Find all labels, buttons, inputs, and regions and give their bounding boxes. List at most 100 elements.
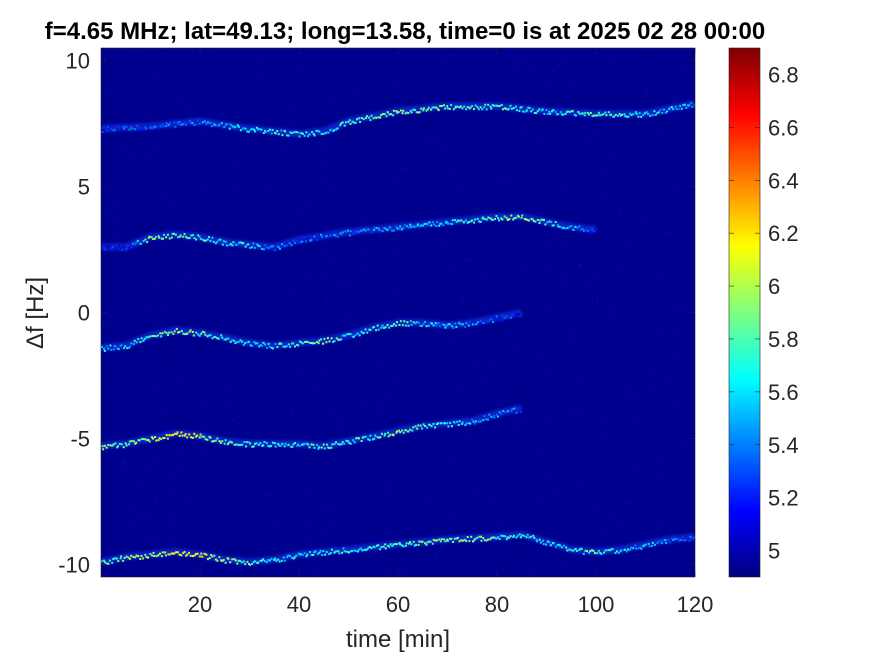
trace-point [550,220,553,223]
trace-point [247,441,250,444]
trace-point [644,112,647,115]
trace-point [195,238,198,241]
trace-point [223,338,226,341]
trace-point [632,113,635,116]
trace-point [347,440,350,443]
trace-point [332,233,335,236]
trace-point [624,115,627,118]
trace-point [478,535,481,538]
trace-point [427,540,430,543]
trace-point [205,553,208,556]
trace-point [508,107,511,110]
trace-point [133,243,136,246]
trace-point [328,553,331,556]
trace-point [626,115,628,118]
trace-point [505,216,508,219]
trace-point [436,221,439,223]
trace-point [148,235,151,238]
trace-point [444,540,447,543]
trace-point [450,537,453,540]
trace-point [488,413,491,416]
trace-point [318,339,321,342]
trace-point [549,112,552,115]
trace-point [325,131,328,134]
trace-point [190,234,193,237]
trace-point [224,439,227,442]
trace-point [142,438,145,440]
trace-point [457,424,460,426]
trace-point [192,555,194,557]
trace-point [116,347,119,350]
trace-point [455,326,458,328]
trace-point [412,225,415,228]
trace-point [618,112,621,115]
trace-point [674,105,677,108]
trace-point [433,106,436,109]
trace-point [120,343,123,346]
trace-point [134,556,137,559]
trace-point [374,434,377,437]
trace-point [214,242,217,245]
trace-point [287,443,290,446]
trace-point [320,446,323,449]
y-axis-label: Δf [Hz] [22,277,49,349]
trace-point [612,547,614,550]
trace-point [276,346,279,349]
trace-point [456,105,459,108]
trace-point [225,244,228,247]
trace-point [329,552,332,555]
trace-point [292,342,295,345]
trace-point [204,333,207,336]
trace-point [231,125,234,128]
trace-point [693,103,695,106]
trace-point [349,442,352,445]
trace-point [340,122,342,125]
trace-point [421,224,424,227]
trace-point [127,346,130,349]
trace-point [375,544,378,547]
trace-point [551,224,554,227]
trace-point [194,435,197,438]
trace-point [376,436,379,439]
trace-point [180,330,183,333]
trace-point [135,341,138,344]
x-tick-label: 120 [677,592,714,617]
trace-point [145,556,148,559]
trace-point [322,236,325,239]
trace-point [359,121,362,123]
trace-point [578,225,581,228]
trace-point [335,128,338,131]
trace-point [597,111,600,114]
trace-point [162,437,165,440]
trace-point [291,445,294,448]
trace-point [140,438,143,441]
trace-point [219,238,222,241]
trace-point [498,411,501,414]
trace-point [515,313,518,316]
trace-point [195,553,198,555]
trace-point [197,234,200,237]
trace-point [209,239,212,242]
trace-point [594,114,597,117]
trace-point [609,549,612,552]
trace-point [554,221,557,224]
trace-point [308,133,311,136]
trace-point [417,321,420,324]
trace-point [335,550,338,553]
trace-point [165,236,168,239]
trace-point [375,116,378,119]
trace-point [274,557,277,560]
trace-point [468,221,470,223]
trace-point [608,549,610,552]
trace-point [371,326,374,329]
trace-point [249,246,252,249]
trace-point [341,121,344,124]
trace-point [344,121,347,124]
trace-point [591,115,594,118]
trace-point [173,330,176,333]
trace-point [198,235,201,238]
trace-point [591,228,594,231]
trace-point [177,236,179,239]
trace-point [414,322,417,325]
trace-point [361,229,364,232]
